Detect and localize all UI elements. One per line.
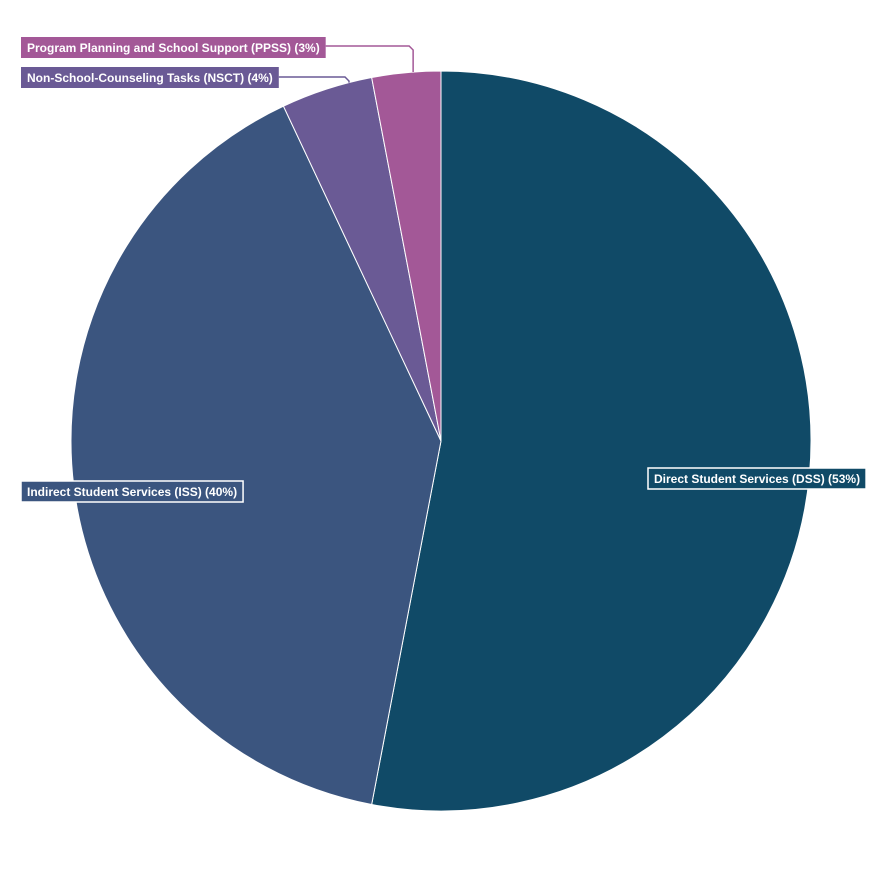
leader-line [278, 76, 350, 83]
slice-label-box [20, 480, 244, 503]
slice-label-text: Direct Student Services (DSS) (53%) [654, 472, 860, 486]
slice-label-program-planning-and-school-support-ppss: Program Planning and School Support (PPS… [21, 37, 414, 73]
slice-label-text: Program Planning and School Support (PPS… [27, 41, 320, 55]
slice-label-box [21, 67, 279, 88]
pie-slices [70, 70, 812, 812]
pie-slice-program-planning-and-school-support-ppss[interactable] [371, 70, 442, 442]
slice-label-box [647, 467, 867, 490]
leader-line [325, 45, 414, 73]
slice-label-box [21, 37, 326, 58]
slice-label-non-school-counseling-tasks-nsct: Non-School-Counseling Tasks (NSCT) (4%) [21, 67, 350, 88]
slice-label-text: Non-School-Counseling Tasks (NSCT) (4%) [27, 71, 273, 85]
slice-label-text: Indirect Student Services (ISS) (40%) [27, 485, 237, 499]
slice-labels: Direct Student Services (DSS) (53%) Indir… [20, 37, 867, 503]
slice-label-indirect-student-services-iss: Indirect Student Services (ISS) (40%) [20, 480, 244, 503]
slice-label-direct-student-services-dss: Direct Student Services (DSS) (53%) [647, 467, 867, 490]
